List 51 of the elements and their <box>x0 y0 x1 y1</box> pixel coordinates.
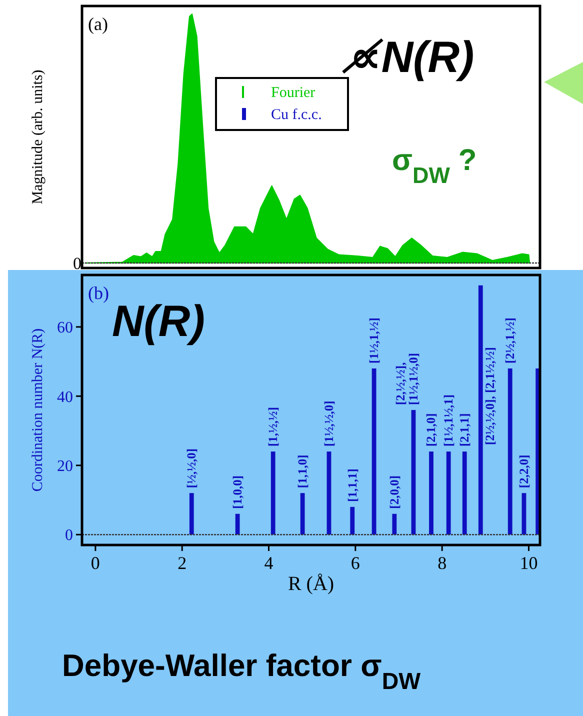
x-tick-label: 0 <box>90 553 100 573</box>
x-axis-title: R (Å) <box>288 573 334 595</box>
y-tick-label: 0 <box>65 527 73 544</box>
annotation: [1,1,0] <box>296 454 310 488</box>
y-tick-label: 60 <box>57 320 73 337</box>
annotation: [2,1,1] <box>458 413 472 447</box>
bar <box>235 514 240 535</box>
bar <box>522 493 526 535</box>
chart-title: (a) <box>88 14 108 34</box>
annotation: [1½,1½,1] <box>442 394 456 447</box>
annotation: [1,½,½] <box>266 406 280 447</box>
bar <box>478 285 483 535</box>
y-tick-label: 40 <box>57 388 73 406</box>
annotation: [2,0,0] <box>387 476 402 509</box>
bar <box>411 410 416 535</box>
annotation: [2,1,0] <box>424 413 438 447</box>
x-tick-label: 6 <box>350 553 360 573</box>
x-tick-label: 10 <box>520 553 538 573</box>
bar <box>392 514 397 535</box>
annotation: ∝̸N(R) <box>341 33 474 82</box>
bar <box>446 452 451 535</box>
annotation: [2,½,½], [1½,1½,0] <box>393 352 420 405</box>
annotation: [1,0,0] <box>230 476 245 509</box>
bar <box>350 506 355 535</box>
annotation: σ$_{DW}$ ? <box>392 144 477 188</box>
legend-label: Fourier <box>271 85 316 101</box>
y-tick-label: 20 <box>57 458 73 475</box>
text: Debye-Waller factor σ$_{DW}$ <box>62 648 421 694</box>
annotation: [2½,½,0], [2,1½,½] <box>483 347 497 445</box>
annotation: [2½,1,½] <box>503 318 518 364</box>
annotation: [½,½,0] <box>184 448 199 488</box>
x-tick-label: 4 <box>264 553 274 573</box>
bar <box>429 452 434 535</box>
bar <box>300 493 305 535</box>
chart-title: (b) <box>88 283 109 303</box>
annotation: N(R) <box>112 297 205 346</box>
annotation: [1,1,1] <box>345 468 360 502</box>
y-axis-title: Coordination number N(R) <box>30 328 46 492</box>
x-tick-label: 8 <box>438 553 447 573</box>
annotation: [2,2,0] <box>516 454 531 488</box>
annotation: [1½,1,½] <box>367 318 382 364</box>
bar <box>270 452 276 535</box>
annotation: [1½,½,0] <box>322 400 336 447</box>
y-axis-title: Magnitude (arb. units) <box>30 70 46 204</box>
bar <box>372 368 376 535</box>
bar <box>462 452 467 535</box>
text: Cu f.c.c. <box>271 107 322 123</box>
bar <box>326 452 332 535</box>
bar <box>508 368 512 535</box>
x-tick-label: 2 <box>178 553 187 573</box>
bar <box>189 493 194 535</box>
